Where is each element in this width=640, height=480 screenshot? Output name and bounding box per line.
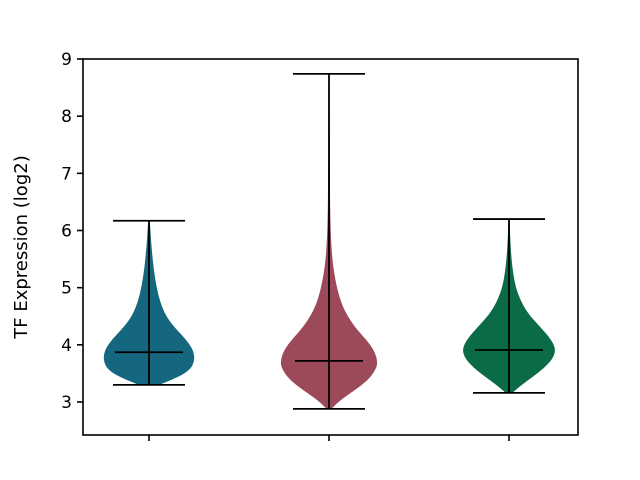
y-tick-label: 5 <box>61 279 72 299</box>
axis-layer: 3 4 5 6 7 8 9 <box>61 50 579 441</box>
axes-frame <box>82 58 579 436</box>
violin-1 <box>103 219 195 386</box>
y-tick-label: 7 <box>61 164 72 184</box>
violins-layer <box>103 72 555 410</box>
y-tick-label: 9 <box>61 50 72 70</box>
y-axis-title: TF Expression (log2) <box>11 155 32 339</box>
y-tick-label: 4 <box>61 336 72 356</box>
violin-3 <box>463 218 555 394</box>
y-tick-label: 3 <box>61 393 72 413</box>
violin-2 <box>280 72 378 410</box>
y-tick-label: 6 <box>61 222 72 242</box>
y-tick-label: 8 <box>61 107 72 127</box>
